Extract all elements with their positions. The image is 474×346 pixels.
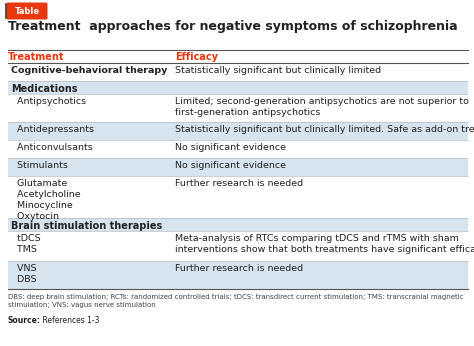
Text: No significant evidence: No significant evidence (175, 143, 286, 152)
Text: Table: Table (14, 7, 39, 16)
Text: DBS: deep brain stimulation; RCTs: randomized controlled trials; tDCS: transdire: DBS: deep brain stimulation; RCTs: rando… (8, 294, 464, 308)
Text: tDCS
  TMS: tDCS TMS (11, 234, 41, 254)
Text: Efficacy: Efficacy (175, 52, 218, 62)
Text: Cognitive-behavioral therapy: Cognitive-behavioral therapy (11, 66, 167, 75)
Text: Limited; second-generation antipsychotics are not superior to
first-generation a: Limited; second-generation antipsychotic… (175, 97, 469, 117)
Bar (8, 122, 468, 140)
Bar (8, 176, 468, 218)
Text: Further research is needed: Further research is needed (175, 179, 303, 188)
Text: References 1-3: References 1-3 (40, 316, 100, 325)
Text: Treatment: Treatment (8, 52, 64, 62)
Text: Statistically significant but clinically limited. Safe as add-on treatment: Statistically significant but clinically… (175, 125, 474, 134)
Text: Stimulants: Stimulants (11, 161, 68, 170)
Bar (8, 94, 468, 122)
Text: Further research is needed: Further research is needed (175, 264, 303, 273)
FancyBboxPatch shape (7, 2, 47, 19)
Text: Source:: Source: (8, 316, 41, 325)
Bar (8, 81, 468, 94)
Text: Medications: Medications (11, 84, 78, 94)
Text: Treatment  approaches for negative symptoms of schizophrenia: Treatment approaches for negative sympto… (8, 20, 457, 33)
Bar (8, 63, 468, 81)
Bar (8, 218, 468, 231)
Text: Meta-analysis of RTCs comparing tDCS and rTMS with sham
interventions show that : Meta-analysis of RTCs comparing tDCS and… (175, 234, 474, 254)
Text: VNS
  DBS: VNS DBS (11, 264, 36, 284)
Text: Anticonvulsants: Anticonvulsants (11, 143, 93, 152)
Text: Statistically significant but clinically limited: Statistically significant but clinically… (175, 66, 381, 75)
Text: Antipsychotics: Antipsychotics (11, 97, 86, 106)
Bar (8, 158, 468, 176)
Text: Glutamate
  Acetylcholine
  Minocycline
  Oxytocin: Glutamate Acetylcholine Minocycline Oxyt… (11, 179, 81, 221)
Bar (8, 231, 468, 261)
Bar (8, 261, 468, 289)
Text: Brain stimulation therapies: Brain stimulation therapies (11, 221, 162, 231)
Bar (8, 140, 468, 158)
Text: Antidepressants: Antidepressants (11, 125, 94, 134)
Text: No significant evidence: No significant evidence (175, 161, 286, 170)
